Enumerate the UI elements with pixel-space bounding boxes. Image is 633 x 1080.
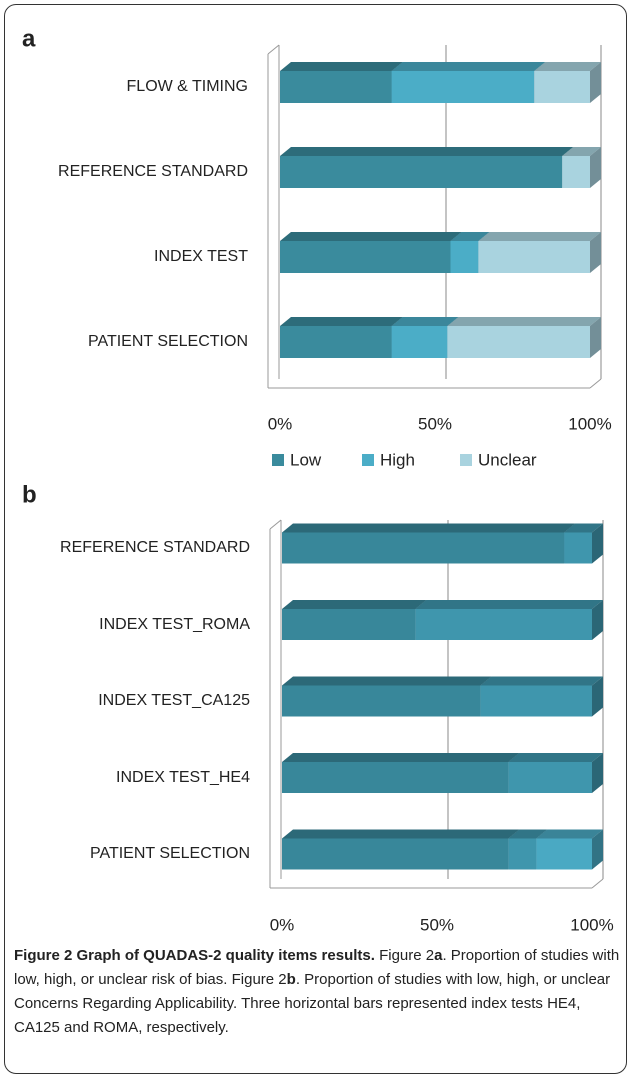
chart: 0% 50% 100% a Low High Unclear 0% 50% 100% b bbox=[22, 25, 614, 934]
bar-top bbox=[478, 232, 601, 241]
bar-top bbox=[415, 600, 603, 609]
bar-top bbox=[447, 317, 601, 326]
x-tick-label: 50% bbox=[420, 915, 454, 934]
bar-segment bbox=[280, 156, 563, 188]
caption-label: b bbox=[286, 971, 296, 988]
axis-wall bbox=[267, 44, 280, 55]
bar-top bbox=[282, 829, 520, 839]
caption-text: . Proportion of studies with low, high, … bbox=[14, 971, 611, 1036]
bar-side bbox=[590, 62, 601, 103]
x-tick-label: 0% bbox=[268, 414, 293, 433]
legend-label: Low bbox=[290, 450, 322, 469]
bar-top bbox=[391, 317, 459, 326]
bar-top bbox=[280, 147, 574, 156]
axis-floor bbox=[591, 878, 604, 889]
caption-text: Figure 2 bbox=[374, 947, 435, 964]
y-tick-label: INDEX TEST_HE4 bbox=[116, 768, 250, 786]
bar-segment bbox=[280, 326, 392, 358]
bar-top bbox=[508, 753, 603, 762]
y-tick-label: INDEX TEST_CA125 bbox=[98, 692, 250, 709]
y-tick-label: FLOW & TIMING bbox=[126, 78, 248, 95]
caption-text: . Proportion of studies with low, high, … bbox=[14, 947, 620, 988]
bar-top bbox=[282, 676, 492, 686]
legend-label: High bbox=[380, 450, 415, 469]
y-tick-label: PATIENT SELECTION bbox=[89, 845, 250, 862]
x-tick-label: 100% bbox=[570, 915, 613, 934]
y-tick-label: INDEX TEST bbox=[154, 248, 248, 265]
x-tick-label: 100% bbox=[568, 414, 611, 433]
axis-wall bbox=[269, 519, 282, 530]
bar-top bbox=[562, 147, 601, 156]
bar-side bbox=[590, 147, 601, 188]
bar-top bbox=[508, 829, 548, 839]
bar-segment bbox=[282, 532, 565, 564]
bar-segment bbox=[282, 609, 416, 640]
y-tick-label: INDEX TEST_ROMA bbox=[99, 615, 250, 633]
bar-top bbox=[536, 829, 603, 839]
y-tick-label: PATIENT SELECTION bbox=[87, 333, 248, 350]
legend-swatch bbox=[460, 454, 472, 466]
bar-segment bbox=[415, 609, 592, 640]
bar-top bbox=[534, 62, 601, 71]
bar-segment bbox=[508, 838, 537, 870]
panel-label: b bbox=[22, 481, 37, 508]
y-tick-label: REFERENCE STANDARD bbox=[60, 539, 250, 556]
bar-top bbox=[564, 523, 603, 533]
legend-swatch bbox=[272, 454, 284, 466]
bar-segment bbox=[480, 685, 592, 717]
bar-segment bbox=[391, 326, 448, 358]
bar-top bbox=[280, 232, 462, 241]
panel-label: a bbox=[22, 25, 36, 52]
bar-side bbox=[592, 753, 603, 793]
x-tick-label: 50% bbox=[418, 414, 452, 433]
figure-frame bbox=[4, 4, 627, 1074]
bar-top bbox=[480, 676, 603, 686]
caption: Figure 2 Graph of QUADAS-2 quality items… bbox=[14, 944, 620, 1040]
bar-side bbox=[592, 600, 603, 640]
y-tick-label: REFERENCE STANDARD bbox=[58, 163, 248, 180]
bar-segment bbox=[447, 326, 590, 358]
bar-side bbox=[592, 676, 603, 717]
bar-side bbox=[590, 317, 601, 358]
bar-side bbox=[590, 232, 601, 273]
bar-segment bbox=[478, 241, 590, 273]
bar-segment bbox=[508, 762, 592, 793]
bar-top bbox=[450, 232, 490, 241]
x-tick-label: 0% bbox=[270, 915, 295, 934]
bar-side bbox=[592, 829, 603, 870]
bar-segment bbox=[564, 532, 592, 564]
bar-side bbox=[592, 523, 603, 564]
bar-segment bbox=[391, 71, 535, 103]
bar-segment bbox=[280, 241, 451, 273]
bar-segment bbox=[534, 71, 590, 103]
caption-label: a bbox=[434, 947, 443, 964]
legend-label: Unclear bbox=[478, 450, 537, 469]
bar-segment bbox=[282, 685, 481, 717]
bar-top bbox=[280, 317, 403, 326]
legend-swatch bbox=[362, 454, 374, 466]
bar-segment bbox=[282, 838, 509, 870]
bar-top bbox=[282, 523, 576, 533]
bar-top bbox=[280, 62, 403, 71]
bar-segment bbox=[280, 71, 392, 103]
bar-segment bbox=[562, 156, 590, 188]
bar-top bbox=[391, 62, 546, 71]
bar-top bbox=[282, 753, 520, 762]
axis-floor bbox=[589, 378, 602, 389]
bar-segment bbox=[282, 762, 509, 793]
bar-segment bbox=[450, 241, 479, 273]
bar-segment bbox=[536, 838, 592, 870]
bar-top bbox=[282, 600, 427, 609]
caption-title: Figure 2 Graph of QUADAS-2 quality items… bbox=[14, 947, 375, 964]
